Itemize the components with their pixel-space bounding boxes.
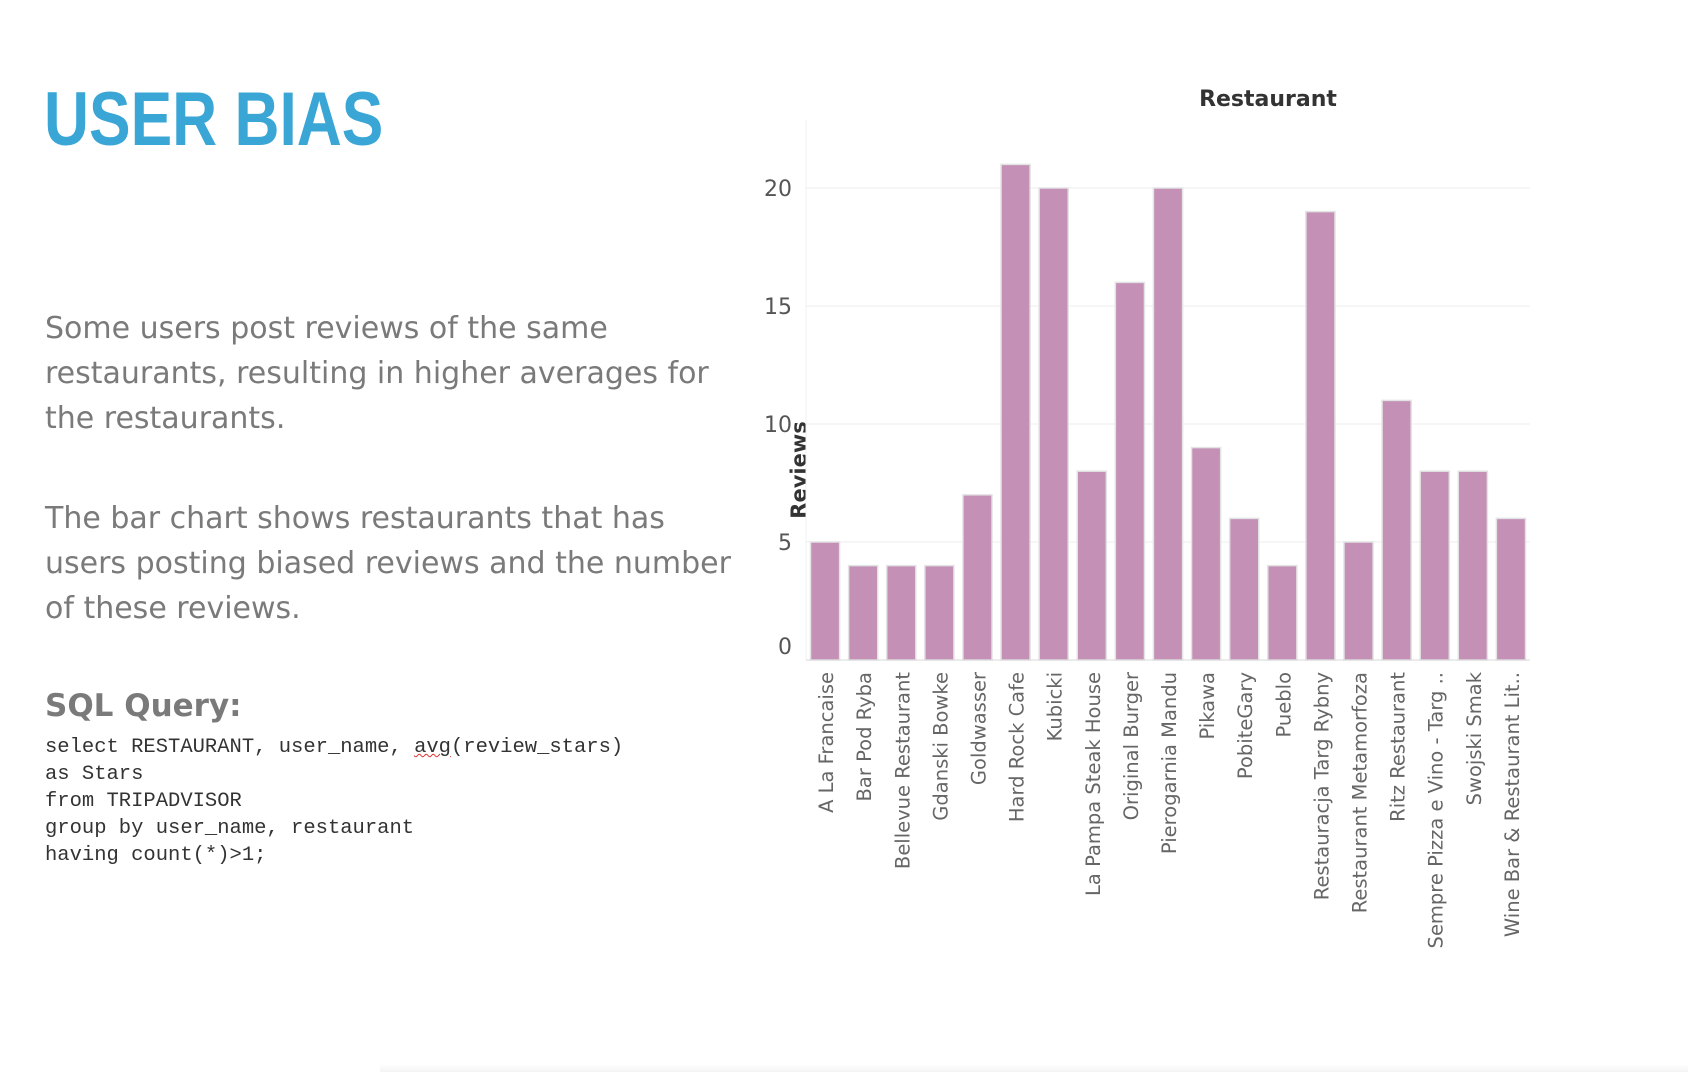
y-tick-label: 0 [778,635,792,660]
bar [1419,470,1451,661]
x-tick-label: Restaurant Metamorfoza [1349,672,1372,913]
sql-line: from TRIPADVISOR [45,790,242,813]
x-tick-label: La Pampa Steak House [1082,672,1105,896]
bar [1305,210,1336,661]
bar [1000,163,1031,661]
bar [962,494,993,661]
bar [809,541,841,661]
x-tick-label: Ritz Restaurant [1387,672,1410,822]
chart-title: Restaurant [1199,87,1337,112]
intro-paragraph: Some users post reviews of the same rest… [45,311,709,436]
slide-bottom-edge [380,1064,1688,1072]
bar [885,564,917,661]
x-tick-label: Pierogarnia Mandu [1158,672,1181,854]
bars [809,163,1527,661]
x-tick-label: Bellevue Restaurant [891,672,914,869]
bar [1038,187,1069,661]
x-tick-label: Bar Pod Ryba [853,672,876,801]
x-tick-label: Pikawa [1196,672,1219,740]
y-tick-label: 10 [764,413,792,438]
bar [1343,541,1374,661]
bar [1114,281,1146,661]
bar [847,564,879,661]
x-tick-label: Pueblo [1272,672,1295,738]
x-tick-label: Original Burger [1120,671,1143,820]
x-tick-label: Wine Bar & Restaurant Lit.. [1501,672,1524,937]
x-tick-label: PobiteGary [1234,672,1257,779]
x-tick-label: Goldwasser [967,671,990,785]
bar [1457,470,1489,661]
x-tick-label: Hard Rock Cafe [1006,672,1029,822]
sql-query-heading: SQL Query: [45,688,242,724]
x-tick-label: Sempre Pizza e Vino - Targ .. [1425,672,1448,948]
x-tick-label: Kubicki [1044,672,1067,741]
bar [924,564,955,661]
slide-title: USER BIAS [44,77,384,162]
bar-chart: Restaurant Reviews 0 5 10 15 20 A La Francai… [764,87,1530,948]
x-tick-label: A La Francaise [815,672,838,813]
sql-line: having count(*)>1; [45,844,267,867]
bar [1495,517,1527,661]
y-tick-label: 20 [764,177,792,202]
y-axis-label: Reviews [787,421,811,518]
x-axis-labels: A La Francaise Bar Pod Ryba Bellevue Resta… [815,671,1524,948]
bar [1152,187,1184,661]
y-tick-label: 15 [764,295,792,320]
sql-line: as Stars [45,763,144,786]
y-tick-label: 5 [778,531,792,556]
bar [1190,446,1222,661]
bar [1381,399,1412,661]
chart-description-paragraph: The bar chart shows restaurants that has… [45,501,731,626]
spellcheck-highlight: avg [414,736,451,759]
bar [1267,564,1298,661]
x-tick-label: Restauracja Targ Rybny [1310,672,1333,900]
y-axis-ticks: 0 5 10 15 20 [764,177,792,660]
sql-line: select RESTAURANT, user_name, avg(review… [45,736,624,759]
bar [1076,470,1108,661]
x-tick-label: Swojski Smak [1463,671,1486,805]
sql-query-code: select RESTAURANT, user_name, avg(review… [45,734,623,869]
sql-line: group by user_name, restaurant [45,817,415,840]
x-tick-label: Gdanski Bowke [929,672,952,821]
bar [1228,517,1260,661]
